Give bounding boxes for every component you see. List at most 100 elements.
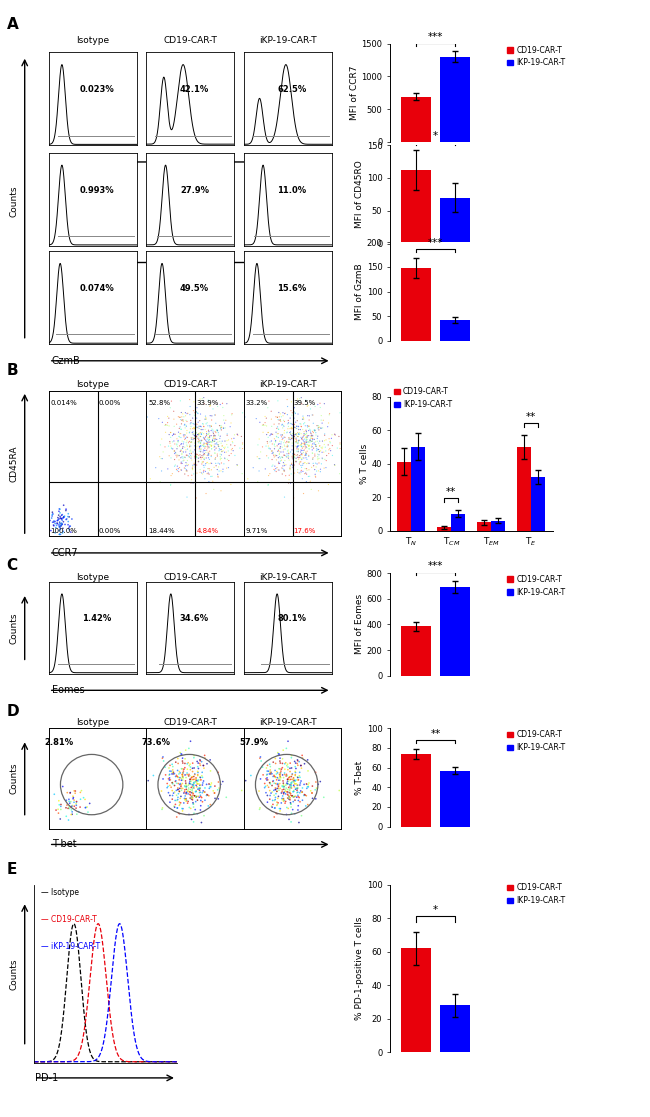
Point [157, 413, 168, 431]
Point [227, 405, 237, 423]
Point [285, 460, 295, 478]
Point [191, 448, 202, 466]
Point [274, 770, 284, 787]
Legend: CD19-CAR-T, IKP-19-CAR-T: CD19-CAR-T, IKP-19-CAR-T [504, 572, 569, 600]
Point [272, 771, 282, 789]
Point [296, 446, 306, 464]
Point [263, 771, 273, 789]
Point [210, 435, 220, 452]
Text: CCR7: CCR7 [51, 157, 78, 166]
Point [168, 765, 178, 783]
Point [215, 419, 226, 437]
Point [59, 507, 70, 525]
Point [200, 746, 210, 764]
Point [294, 784, 305, 802]
Point [174, 462, 184, 480]
Point [187, 466, 197, 484]
Point [292, 784, 302, 802]
Point [202, 435, 212, 452]
Point [202, 441, 212, 459]
Point [192, 426, 203, 443]
Point [173, 432, 183, 450]
Point [300, 430, 310, 448]
Point [173, 768, 183, 786]
Point [267, 426, 278, 443]
Point [267, 450, 278, 468]
Point [182, 761, 192, 779]
Point [298, 435, 308, 452]
Point [190, 420, 200, 438]
Point [173, 460, 183, 478]
Y-axis label: % T cells: % T cells [360, 443, 369, 484]
Point [188, 424, 198, 442]
Point [281, 767, 291, 785]
Point [161, 417, 171, 435]
Point [282, 391, 293, 409]
Point [200, 431, 211, 449]
Point [190, 459, 201, 477]
Point [272, 744, 283, 762]
Point [180, 750, 190, 767]
Point [276, 784, 287, 802]
Point [276, 435, 286, 452]
Point [192, 766, 203, 784]
Point [181, 785, 191, 803]
Point [266, 432, 277, 450]
Point [175, 409, 185, 427]
Point [278, 457, 288, 475]
Point [294, 426, 304, 443]
Point [313, 419, 324, 437]
Point [165, 756, 176, 774]
Point [303, 777, 313, 795]
Point [275, 767, 285, 785]
Point [62, 784, 72, 802]
Point [256, 752, 266, 770]
Point [187, 459, 198, 477]
Point [213, 437, 224, 455]
Point [261, 437, 271, 455]
Point [295, 465, 306, 483]
Point [287, 416, 298, 433]
Point [202, 454, 212, 471]
Point [216, 481, 226, 499]
Point [293, 428, 304, 446]
Point [181, 790, 191, 808]
Point [295, 436, 306, 454]
Point [207, 431, 218, 449]
Point [287, 404, 298, 422]
Point [315, 460, 326, 478]
Point [274, 420, 284, 438]
Point [311, 440, 322, 458]
Point [176, 777, 186, 795]
Point [309, 422, 320, 440]
Point [313, 481, 324, 499]
Point [191, 427, 202, 445]
Point [188, 748, 199, 766]
Point [312, 430, 322, 448]
Point [300, 426, 311, 443]
Point [283, 449, 294, 467]
Point [181, 455, 192, 472]
Point [277, 777, 287, 795]
Point [181, 443, 191, 461]
Point [310, 421, 320, 439]
Point [280, 421, 290, 439]
Point [57, 512, 68, 529]
Point [279, 433, 289, 451]
Point [289, 776, 299, 794]
Point [194, 440, 205, 458]
Point [201, 414, 211, 432]
Point [252, 472, 263, 490]
Point [211, 455, 221, 472]
Point [67, 796, 77, 814]
Point [210, 450, 220, 468]
Point [204, 775, 214, 793]
Point [272, 804, 282, 822]
Point [288, 450, 298, 468]
Point [176, 435, 187, 452]
Point [289, 409, 300, 427]
Point [305, 433, 315, 451]
Point [299, 435, 309, 452]
Point [175, 392, 185, 410]
Point [216, 442, 227, 460]
